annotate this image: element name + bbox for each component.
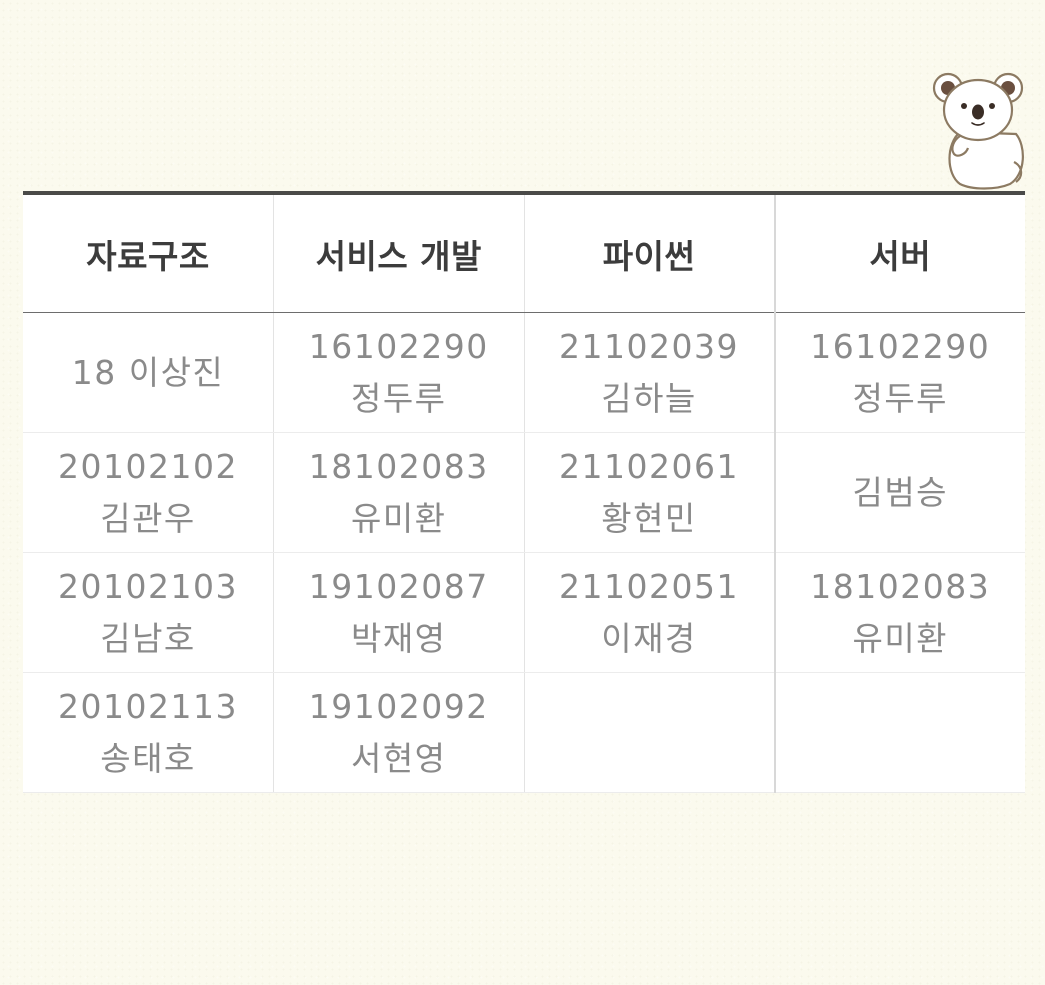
student-name: 유미환 xyxy=(350,498,447,538)
header-python: 파이썬 xyxy=(524,193,776,313)
student-name: 정두루 xyxy=(350,378,447,418)
student-id: 20102113 xyxy=(58,687,238,727)
table-cell: 18 이상진 xyxy=(23,312,274,433)
student-name: 이재경 xyxy=(601,618,697,658)
table-row: 18 이상진 16102290 정두루 21102039 김하늘 1610229… xyxy=(23,312,1025,433)
student-name: 이상진 xyxy=(128,352,225,392)
table-cell: 16102290 정두루 xyxy=(774,312,1025,433)
student-name: 서현영 xyxy=(350,738,447,778)
student-name: 김하늘 xyxy=(601,378,697,418)
table-cell-empty xyxy=(774,672,1025,793)
table-cell: 19102092 서현영 xyxy=(273,672,525,793)
table-row: 20102113 송태호 19102092 서현영 xyxy=(23,672,1025,793)
student-id: 18102083 xyxy=(810,567,991,607)
student-id: 20102102 xyxy=(58,447,238,487)
student-id: 19102087 xyxy=(308,567,489,607)
student-id: 21102039 xyxy=(559,327,739,367)
student-name: 김범승 xyxy=(852,472,949,512)
class-assignment-table: 자료구조 서비스 개발 파이썬 서버 18 이상진 16102290 정두루 2… xyxy=(23,191,1025,793)
student-name: 김관우 xyxy=(100,498,196,538)
table-row: 20102103 김남호 19102087 박재영 21102051 이재경 1… xyxy=(23,552,1025,673)
student-name: 유미환 xyxy=(852,618,949,658)
student-name: 정두루 xyxy=(852,378,949,418)
header-service-development: 서비스 개발 xyxy=(273,193,525,313)
koala-icon xyxy=(932,72,1024,190)
student-id: 18 xyxy=(71,352,117,392)
table-cell: 19102087 박재영 xyxy=(273,552,525,673)
table-cell: 21102051 이재경 xyxy=(524,552,776,673)
table-cell: 21102039 김하늘 xyxy=(524,312,776,433)
student-id: 21102061 xyxy=(559,447,739,487)
table-cell: 21102061 황현민 xyxy=(524,432,776,553)
table-cell: 20102102 김관우 xyxy=(23,432,274,553)
table-cell: 20102113 송태호 xyxy=(23,672,274,793)
student-id: 16102290 xyxy=(810,327,991,367)
table-cell: 김범승 xyxy=(774,432,1025,553)
table-cell: 20102103 김남호 xyxy=(23,552,274,673)
header-data-structures: 자료구조 xyxy=(23,193,274,313)
table-row: 20102102 김관우 18102083 유미환 21102061 황현민 김… xyxy=(23,432,1025,553)
table-cell-empty xyxy=(524,672,776,793)
student-id: 21102051 xyxy=(559,567,739,607)
table-cell: 18102083 유미환 xyxy=(774,552,1025,673)
table-cell: 16102290 정두루 xyxy=(273,312,525,433)
student-name: 김남호 xyxy=(100,618,196,658)
student-id: 19102092 xyxy=(308,687,489,727)
table-header-row: 자료구조 서비스 개발 파이썬 서버 xyxy=(23,193,1025,313)
student-id: 16102290 xyxy=(308,327,489,367)
student-id: 20102103 xyxy=(58,567,238,607)
student-name: 황현민 xyxy=(601,498,697,538)
table-cell: 18102083 유미환 xyxy=(273,432,525,553)
header-server: 서버 xyxy=(774,193,1025,313)
student-id: 18102083 xyxy=(308,447,489,487)
student-name: 송태호 xyxy=(100,738,196,778)
student-name: 박재영 xyxy=(350,618,447,658)
